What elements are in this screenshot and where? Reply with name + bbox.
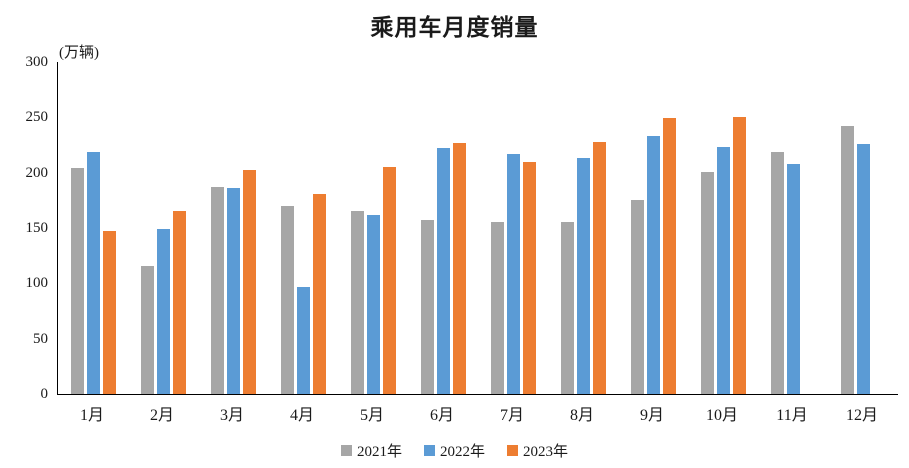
y-tick-label: 100 xyxy=(25,275,49,292)
bar-2022年-3月 xyxy=(226,188,240,394)
x-tick-label-4月: 4月 xyxy=(289,407,314,424)
legend-label: 2021年 xyxy=(356,444,402,460)
legend-label: 2022年 xyxy=(439,444,485,460)
x-axis-tick-labels: 1月 2月 3月 4月 5月 6月 7月 8月 9月 10月 11月 12月 xyxy=(57,401,897,425)
bar-2023年-2月 xyxy=(172,211,186,394)
bar-2022年-7月 xyxy=(506,153,520,394)
legend-swatch-icon xyxy=(340,445,352,456)
bar-2021年-9月 xyxy=(630,200,644,394)
y-axis-unit-label: (万辆) xyxy=(59,45,99,61)
bar-2022年-4月 xyxy=(296,286,310,394)
plot-area xyxy=(57,62,898,395)
y-tick-label: 50 xyxy=(33,330,48,347)
legend: 2021年 2022年 2023年 xyxy=(0,440,909,461)
x-tick-label-11月: 11月 xyxy=(776,407,808,424)
bar-2022年-8月 xyxy=(576,158,590,394)
bar-2023年-8月 xyxy=(592,141,606,394)
x-tick-label-8月: 8月 xyxy=(569,407,594,424)
bar-2021年-6月 xyxy=(420,220,434,394)
bar-group-7月 xyxy=(478,62,548,394)
bar-group-10月 xyxy=(688,62,758,394)
bar-2021年-11月 xyxy=(770,151,784,394)
legend-swatch-icon xyxy=(423,445,435,456)
bar-group-5月 xyxy=(338,62,408,394)
x-tick-label-9月: 9月 xyxy=(639,407,664,424)
x-tick-label-7月: 7月 xyxy=(499,407,524,424)
bar-2022年-10月 xyxy=(716,147,730,394)
x-tick-label-3月: 3月 xyxy=(219,407,244,424)
bar-2023年-9月 xyxy=(662,118,676,394)
bar-group-1月 xyxy=(58,62,128,394)
legend-item-2021年: 2021年 xyxy=(340,440,402,461)
legend-label: 2023年 xyxy=(523,444,569,460)
bar-2021年-12月 xyxy=(840,126,854,394)
y-tick-label: 250 xyxy=(25,109,49,126)
legend-swatch-icon xyxy=(507,445,518,456)
bar-2022年-5月 xyxy=(366,214,380,394)
bar-2023年-1月 xyxy=(102,231,116,394)
bar-2022年-1月 xyxy=(86,151,100,394)
bar-group-8月 xyxy=(548,62,618,394)
x-tick-label-10月: 10月 xyxy=(705,407,738,424)
bar-2021年-5月 xyxy=(350,211,364,394)
bar-group-12月 xyxy=(828,62,898,394)
x-tick-label-6月: 6月 xyxy=(429,407,454,424)
bar-group-4月 xyxy=(268,62,338,394)
x-tick-label-2月: 2月 xyxy=(149,407,174,424)
y-tick-label: 150 xyxy=(25,220,49,236)
bar-2022年-6月 xyxy=(436,148,450,394)
bar-2023年-10月 xyxy=(732,117,746,394)
y-tick-label: 300 xyxy=(25,54,49,70)
bar-group-2月 xyxy=(128,62,198,394)
bar-2022年-12月 xyxy=(856,143,870,394)
chart-title: 乘用车月度销量 xyxy=(370,15,539,40)
bar-2021年-1月 xyxy=(70,168,84,394)
bar-group-11月 xyxy=(758,62,828,394)
x-tick-label-5月: 5月 xyxy=(359,407,384,424)
bar-2022年-9月 xyxy=(646,136,660,394)
bar-2023年-7月 xyxy=(522,161,536,394)
bar-2022年-11月 xyxy=(786,163,800,394)
bar-2023年-3月 xyxy=(242,170,256,394)
bar-2021年-3月 xyxy=(210,187,224,394)
bar-2021年-2月 xyxy=(140,265,154,394)
bar-2023年-6月 xyxy=(452,142,466,394)
bar-group-3月 xyxy=(198,62,268,394)
bar-2022年-2月 xyxy=(156,229,170,394)
bar-2021年-4月 xyxy=(280,205,294,394)
bar-group-6月 xyxy=(408,62,478,394)
legend-item-2022年: 2022年 xyxy=(423,440,485,461)
x-tick-label-1月: 1月 xyxy=(79,407,104,424)
bar-2023年-5月 xyxy=(382,167,396,394)
bar-2023年-4月 xyxy=(312,193,326,394)
x-tick-label-12月: 12月 xyxy=(845,407,878,424)
bar-2021年-8月 xyxy=(560,222,574,394)
bar-2021年-10月 xyxy=(700,171,714,394)
y-tick-label: 0 xyxy=(40,386,49,402)
y-tick-label: 200 xyxy=(25,164,49,181)
legend-item-2023年: 2023年 xyxy=(507,440,568,461)
bar-2021年-7月 xyxy=(490,222,504,394)
bar-group-9月 xyxy=(618,62,688,394)
